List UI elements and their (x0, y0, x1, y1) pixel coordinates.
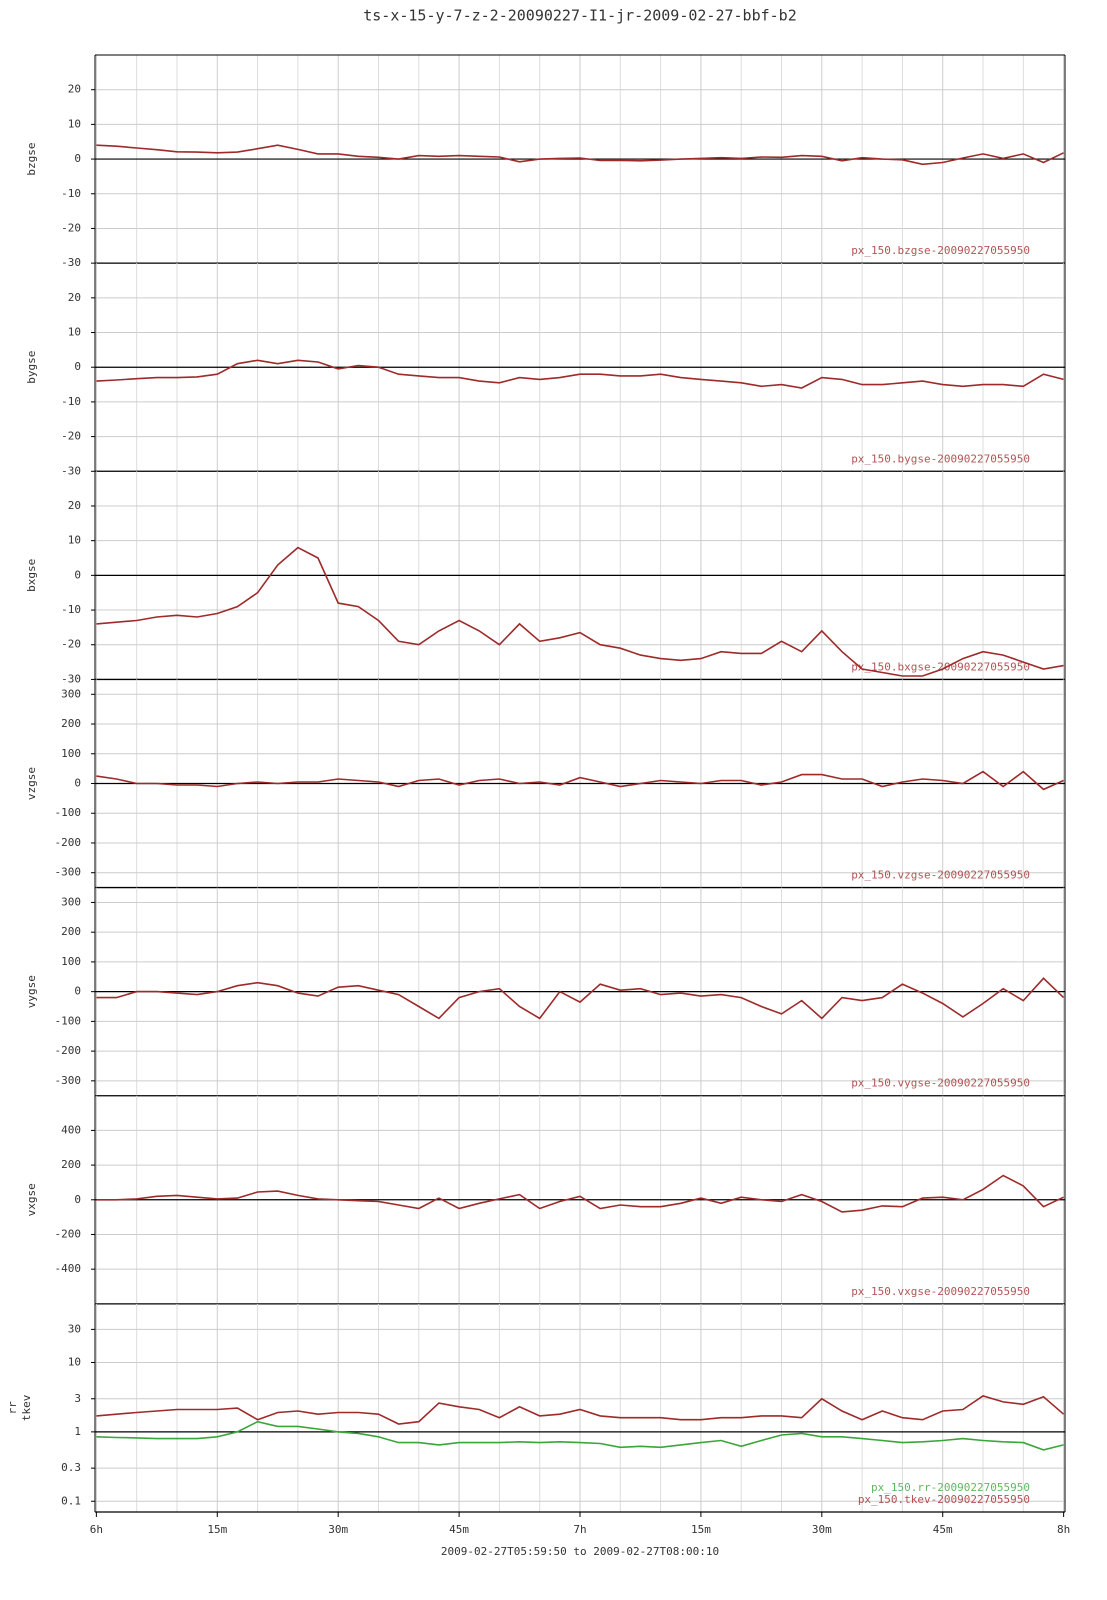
y-tick-label: -200 (55, 1227, 82, 1240)
series-line (96, 1174, 1064, 1213)
y-tick-label: -200 (55, 836, 82, 849)
series-line (96, 144, 1064, 166)
y-axis-label: bzgse (25, 143, 38, 176)
y-tick-label: 200 (61, 1158, 81, 1171)
y-tick-label: 300 (61, 895, 81, 908)
y-tick-label: -10 (61, 187, 81, 200)
x-tick-label: 45m (933, 1523, 953, 1536)
y-tick-label: 300 (61, 687, 81, 700)
series-annotation: px_150.rr-20090227055950 (871, 1481, 1030, 1494)
y-tick-label: 400 (61, 1123, 81, 1136)
y-tick-label: 3 (74, 1392, 81, 1405)
series-annotation: px_150.tkev-20090227055950 (858, 1493, 1030, 1506)
series-annotation: px_150.bxgse-20090227055950 (851, 660, 1030, 673)
y-tick-label: 10 (68, 534, 81, 547)
y-tick-label: -300 (55, 1074, 82, 1087)
y-tick-label: 0 (74, 777, 81, 790)
y-tick-label: 200 (61, 717, 81, 730)
series-line (96, 546, 1064, 677)
y-tick-label: 20 (68, 499, 81, 512)
y-tick-label: 0.1 (61, 1494, 81, 1507)
y-tick-label: 100 (61, 747, 81, 760)
chart-title: ts-x-15-y-7-z-2-20090227-I1-jr-2009-02-2… (363, 7, 796, 25)
y-tick-label: 200 (61, 925, 81, 938)
series-annotation: px_150.bzgse-20090227055950 (851, 244, 1030, 257)
y-tick-label: -30 (61, 256, 81, 269)
series-annotation: px_150.vzgse-20090227055950 (851, 869, 1030, 882)
y-tick-label: 0 (74, 152, 81, 165)
x-axis-label: 2009-02-27T05:59:50 to 2009-02-27T08:00:… (441, 1545, 719, 1558)
x-tick-label: 30m (328, 1523, 348, 1536)
y-tick-label: 0 (74, 568, 81, 581)
x-tick-label: 15m (207, 1523, 227, 1536)
y-axis-label: bxgse (25, 559, 38, 592)
y-tick-label: 20 (68, 291, 81, 304)
series-line (96, 977, 1065, 1020)
series-line (96, 1395, 1065, 1425)
y-tick-label: -100 (55, 1014, 82, 1027)
x-tick-label: 7h (573, 1523, 586, 1536)
y-axis-label: bygse (25, 351, 38, 384)
y-axis-label: rr (6, 1401, 19, 1415)
y-tick-label: 1 (74, 1425, 81, 1438)
y-tick-label: -30 (61, 464, 81, 477)
y-tick-label: -20 (61, 430, 81, 443)
y-tick-label: -30 (61, 672, 81, 685)
y-tick-label: 30 (68, 1322, 81, 1335)
y-tick-label: 10 (68, 326, 81, 339)
y-axis-label: tkev (20, 1394, 33, 1421)
y-tick-label: 100 (61, 955, 81, 968)
series-annotation: px_150.bygse-20090227055950 (851, 452, 1030, 465)
y-tick-label: 0 (74, 985, 81, 998)
y-tick-label: -20 (61, 221, 81, 234)
series-line (96, 1420, 1064, 1451)
y-axis-label: vzgse (25, 767, 38, 800)
y-tick-label: -20 (61, 638, 81, 651)
y-tick-label: -400 (55, 1262, 82, 1275)
series-annotation: px_150.vxgse-20090227055950 (851, 1285, 1030, 1298)
y-tick-label: -10 (61, 395, 81, 408)
x-tick-label: 15m (691, 1523, 711, 1536)
x-tick-label: 45m (449, 1523, 469, 1536)
y-tick-label: -300 (55, 866, 82, 879)
y-tick-label: 0 (74, 360, 81, 373)
y-tick-label: 0.3 (61, 1461, 81, 1474)
series-line (96, 770, 1064, 791)
y-tick-label: 10 (68, 1355, 81, 1368)
y-axis-label: vxgse (25, 1183, 38, 1216)
x-tick-label: 8h (1057, 1523, 1070, 1536)
y-tick-label: -100 (55, 806, 82, 819)
y-tick-label: 10 (68, 117, 81, 130)
y-axis-label: vygse (25, 975, 38, 1008)
series-annotation: px_150.vygse-20090227055950 (851, 1077, 1030, 1090)
y-tick-label: -200 (55, 1044, 82, 1057)
y-tick-label: 0 (74, 1193, 81, 1206)
y-tick-label: -10 (61, 603, 81, 616)
y-tick-label: 20 (68, 83, 81, 96)
x-tick-label: 6h (90, 1523, 103, 1536)
series-line (96, 359, 1064, 389)
x-tick-label: 30m (812, 1523, 832, 1536)
